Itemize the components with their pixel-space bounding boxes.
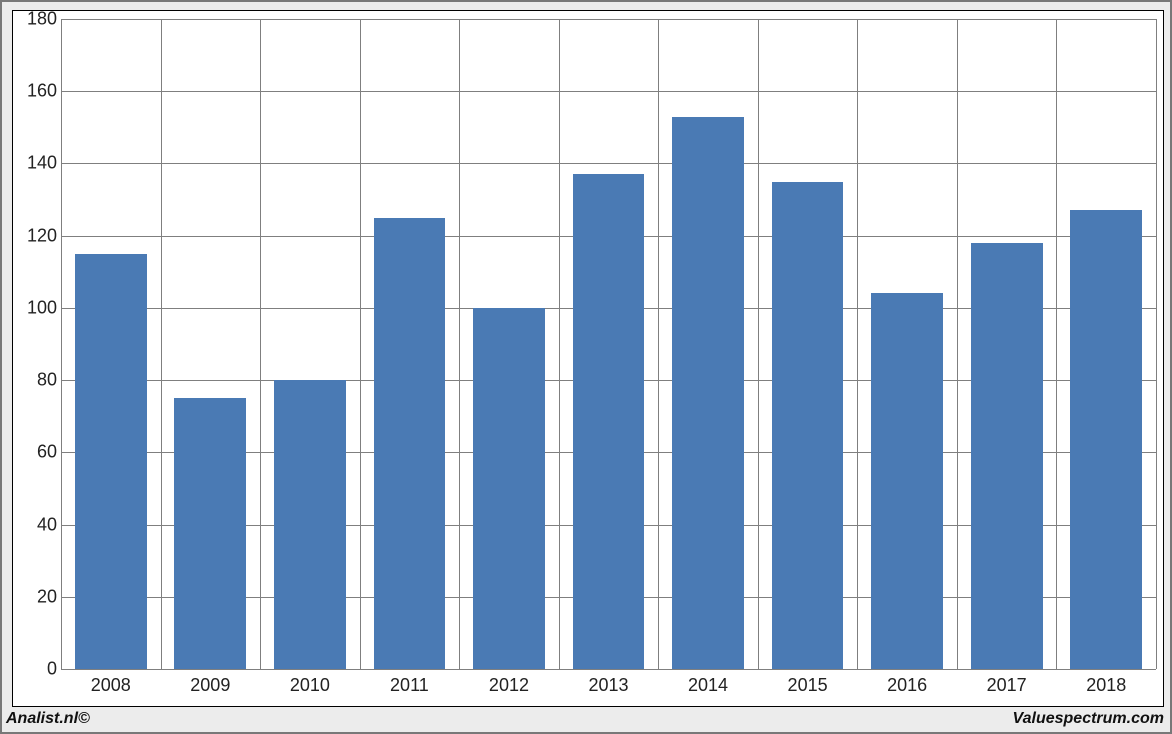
bar [274,380,346,669]
bar [473,308,545,669]
x-tick-label: 2010 [290,675,330,696]
y-tick-label: 80 [19,370,57,391]
chart-frame: 0 20 40 60 80 100 120 140 160 180 2008 2009 2010 2011… [0,0,1172,734]
y-tick-label: 180 [19,9,57,30]
gridline-vertical [161,19,162,669]
y-tick-label: 20 [19,586,57,607]
x-tick-label: 2013 [588,675,628,696]
y-tick-label: 40 [19,514,57,535]
bar [871,293,943,669]
gridline-vertical [1156,19,1157,669]
y-tick-label: 100 [19,297,57,318]
x-tick-label: 2008 [91,675,131,696]
gridline-vertical [360,19,361,669]
gridline-vertical [658,19,659,669]
y-tick-label: 140 [19,153,57,174]
gridline-vertical [459,19,460,669]
x-tick-label: 2011 [390,675,429,696]
bar [573,174,645,669]
y-tick-label: 0 [19,659,57,680]
y-tick-label: 120 [19,225,57,246]
x-tick-label: 2015 [788,675,828,696]
gridline-vertical [1056,19,1057,669]
gridline-vertical [857,19,858,669]
gridline-vertical [61,19,62,669]
bar [672,117,744,670]
gridline-vertical [957,19,958,669]
footer-credit-right: Valuespectrum.com [1013,710,1164,728]
bar [1070,210,1142,669]
gridline-horizontal [61,91,1156,92]
x-tick-label: 2014 [688,675,728,696]
y-tick-label: 160 [19,81,57,102]
bar [772,182,844,670]
y-tick-label: 60 [19,442,57,463]
bar [174,398,246,669]
gridline-horizontal [61,669,1156,670]
gridline-vertical [260,19,261,669]
x-tick-label: 2009 [190,675,230,696]
gridline-horizontal [61,163,1156,164]
gridline-vertical [758,19,759,669]
x-tick-label: 2018 [1086,675,1126,696]
bar [971,243,1043,669]
bar [75,254,147,669]
gridline-horizontal [61,19,1156,20]
x-tick-label: 2016 [887,675,927,696]
bar [374,218,446,669]
gridline-vertical [559,19,560,669]
footer-credit-left: Analist.nl© [6,710,90,728]
x-tick-label: 2017 [987,675,1027,696]
x-tick-label: 2012 [489,675,529,696]
chart-panel: 0 20 40 60 80 100 120 140 160 180 2008 2009 2010 2011… [12,10,1164,707]
plot-area: 0204060801001201401601802008200920102011… [61,19,1156,669]
